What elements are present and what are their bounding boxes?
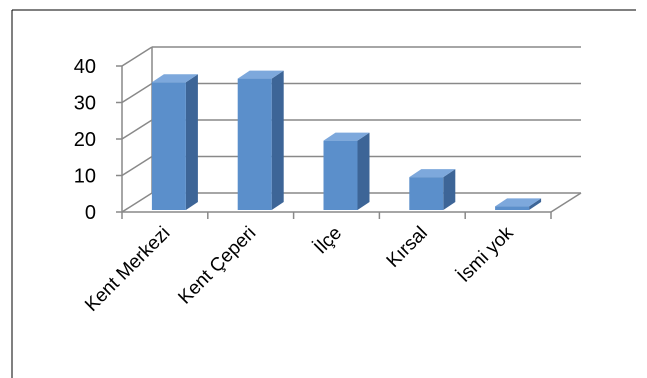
gridline (121, 82, 581, 104)
gridline (121, 119, 581, 140)
y-tick-label: 30 (74, 93, 96, 115)
y-tick-label: 20 (74, 129, 96, 151)
x-category-label: Kırsal (383, 223, 432, 272)
x-category-label: İsmi yok (454, 222, 518, 286)
y-tick-label: 40 (74, 56, 96, 78)
gridline (121, 46, 581, 67)
bar (151, 74, 198, 210)
bar (409, 169, 456, 210)
x-category-label: Kent Çeperi (174, 223, 260, 309)
y-tick-label: 10 (74, 166, 96, 188)
bar (323, 132, 370, 210)
y-tick-label: 0 (85, 202, 96, 224)
x-category-label: İlçe (310, 223, 346, 259)
x-category-label: Kent Merkezi (81, 223, 174, 316)
bar (495, 198, 542, 210)
bar (237, 70, 284, 210)
